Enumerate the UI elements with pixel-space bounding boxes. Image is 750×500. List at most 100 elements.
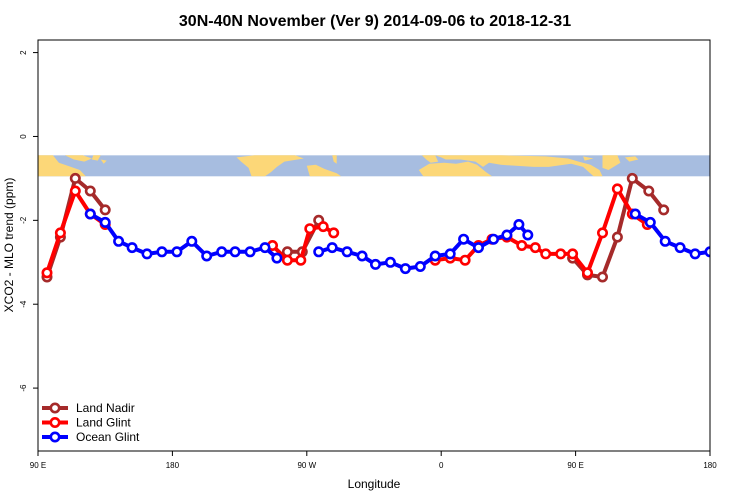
data-point-ocean-glint bbox=[429, 250, 441, 262]
data-point-land-glint bbox=[516, 240, 528, 252]
y-tick-label: -2 bbox=[19, 216, 28, 224]
data-point-ocean-glint bbox=[659, 235, 671, 247]
data-point-ocean-glint bbox=[126, 242, 138, 254]
map-land bbox=[624, 156, 639, 162]
data-point-land-glint bbox=[281, 254, 293, 266]
data-point-ocean-glint bbox=[522, 229, 534, 241]
data-point-land-nadir bbox=[626, 172, 638, 184]
data-point-land-glint bbox=[328, 227, 340, 239]
data-point-ocean-glint bbox=[501, 229, 513, 241]
data-point-ocean-glint bbox=[99, 216, 111, 228]
series-line-ocean-glint bbox=[318, 222, 530, 271]
data-point-ocean-glint bbox=[644, 216, 656, 228]
data-point-ocean-glint bbox=[271, 252, 283, 264]
y-axis-label: XCO2 - MLO trend (ppm) bbox=[2, 178, 16, 313]
data-point-ocean-glint bbox=[113, 235, 125, 247]
data-point-land-glint bbox=[611, 183, 623, 195]
legend-label: Ocean Glint bbox=[76, 430, 140, 444]
map-land bbox=[38, 155, 86, 177]
data-point-ocean-glint bbox=[674, 242, 686, 254]
data-point-land-glint bbox=[41, 267, 53, 279]
data-point-land-glint bbox=[295, 254, 307, 266]
legend-item-land-glint: Land Glint bbox=[42, 416, 131, 430]
data-point-ocean-glint bbox=[216, 246, 228, 258]
data-point-ocean-glint bbox=[186, 235, 198, 247]
data-point-ocean-glint bbox=[689, 248, 701, 260]
x-tick-label: 180 bbox=[166, 461, 180, 470]
data-point-land-glint bbox=[459, 254, 471, 266]
data-point-ocean-glint bbox=[229, 246, 241, 258]
data-point-land-glint bbox=[596, 227, 608, 239]
y-tick-label: -6 bbox=[19, 384, 28, 392]
x-axis-label: Longitude bbox=[348, 477, 401, 491]
map-land bbox=[602, 155, 621, 170]
data-point-land-nadir bbox=[643, 185, 655, 197]
legend-item-land-nadir: Land Nadir bbox=[42, 401, 135, 415]
data-point-ocean-glint bbox=[171, 246, 183, 258]
data-point-ocean-glint bbox=[244, 246, 256, 258]
data-point-land-glint bbox=[540, 248, 552, 260]
data-point-ocean-glint bbox=[487, 233, 499, 245]
data-point-land-glint bbox=[567, 248, 579, 260]
data-point-ocean-glint bbox=[141, 248, 153, 260]
legend-label: Land Nadir bbox=[76, 401, 135, 415]
y-axis: 2 0 -2 -4 -6 bbox=[19, 50, 38, 392]
y-tick-label: 2 bbox=[19, 50, 28, 55]
legend-label: Land Glint bbox=[76, 416, 131, 430]
data-point-ocean-glint bbox=[156, 246, 168, 258]
map-land bbox=[100, 159, 107, 164]
legend-marker bbox=[49, 402, 61, 414]
data-point-land-glint bbox=[69, 185, 81, 197]
plot-frame bbox=[37, 39, 711, 452]
data-point-land-glint bbox=[317, 221, 329, 233]
chart-title: 30N-40N November (Ver 9) 2014-09-06 to 2… bbox=[179, 13, 571, 30]
data-point-ocean-glint bbox=[444, 248, 456, 260]
x-tick-label: 0 bbox=[439, 461, 444, 470]
map-land bbox=[583, 156, 594, 161]
data-point-land-glint bbox=[555, 248, 567, 260]
series-land-glint bbox=[41, 183, 653, 279]
data-point-land-nadir bbox=[69, 172, 81, 184]
series-line-land-glint bbox=[434, 186, 649, 275]
data-point-ocean-glint bbox=[313, 246, 325, 258]
data-point-ocean-glint bbox=[472, 242, 484, 254]
y-tick-label: 0 bbox=[19, 134, 28, 139]
legend-marker bbox=[49, 431, 61, 443]
data-point-ocean-glint bbox=[326, 242, 338, 254]
data-point-ocean-glint bbox=[369, 258, 381, 270]
map-land bbox=[91, 155, 101, 161]
map-land bbox=[332, 155, 337, 164]
data-point-ocean-glint bbox=[341, 246, 353, 258]
x-tick-label: 90 E bbox=[567, 461, 583, 470]
data-point-land-nadir bbox=[611, 231, 623, 243]
data-point-ocean-glint bbox=[458, 233, 470, 245]
data-point-land-nadir bbox=[596, 271, 608, 283]
data-point-ocean-glint bbox=[201, 250, 213, 262]
data-point-land-nadir bbox=[99, 204, 111, 216]
data-point-land-nadir bbox=[658, 204, 670, 216]
data-point-ocean-glint bbox=[384, 256, 396, 268]
legend-marker bbox=[49, 416, 61, 428]
data-point-ocean-glint bbox=[259, 242, 271, 254]
legend-item-ocean-glint: Ocean Glint bbox=[42, 430, 140, 444]
data-point-land-nadir bbox=[84, 185, 96, 197]
x-tick-label: 90 W bbox=[297, 461, 316, 470]
x-tick-label: 180 bbox=[703, 461, 717, 470]
data-point-ocean-glint bbox=[513, 219, 525, 231]
data-point-ocean-glint bbox=[414, 260, 426, 272]
world-map-band bbox=[38, 155, 710, 177]
data-point-ocean-glint bbox=[399, 263, 411, 275]
data-point-ocean-glint bbox=[629, 208, 641, 220]
map-land bbox=[421, 155, 439, 163]
map-land bbox=[435, 155, 603, 177]
x-axis: 90 E 180 90 W 0 90 E 180 bbox=[30, 451, 717, 470]
series-land-nadir bbox=[41, 172, 670, 283]
map-land bbox=[306, 164, 342, 177]
map-land bbox=[236, 155, 304, 177]
data-point-land-glint bbox=[304, 223, 316, 235]
map-land bbox=[418, 161, 492, 177]
y-tick-label: -4 bbox=[19, 300, 28, 308]
data-point-ocean-glint bbox=[84, 208, 96, 220]
